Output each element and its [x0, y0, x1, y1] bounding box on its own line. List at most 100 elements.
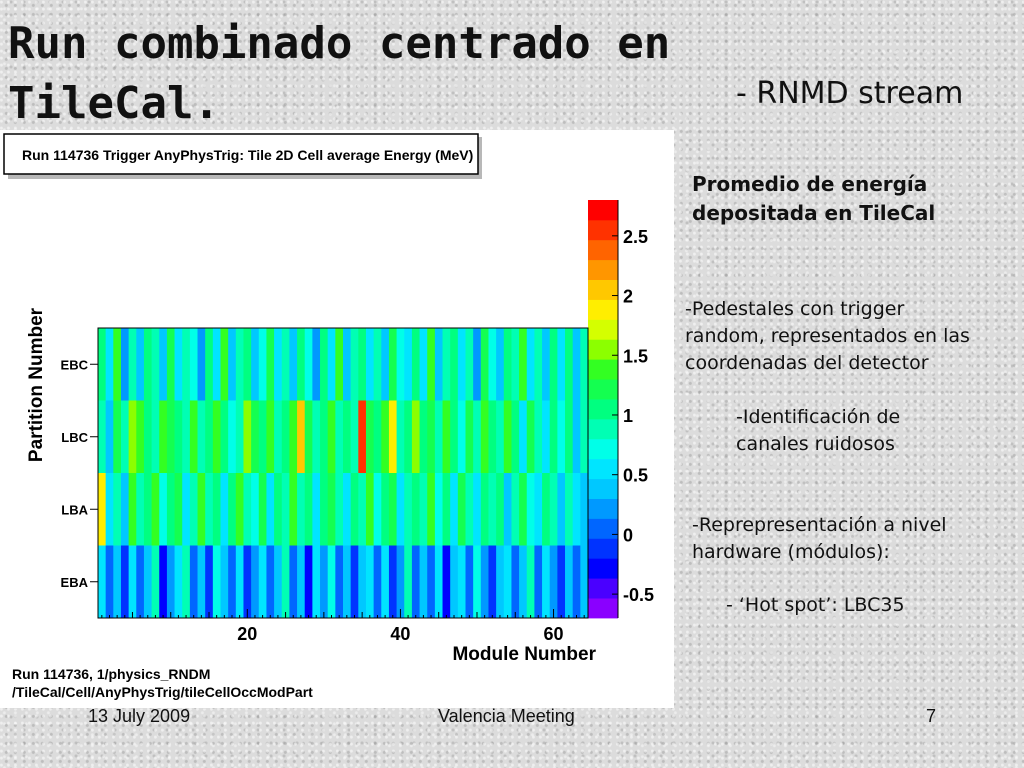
- heatmap-cell-lba-36: [365, 473, 375, 546]
- heatmap-cell-lbc-15: [205, 400, 214, 473]
- note-hardware: -Reprepresentación a nivel hardware (mód…: [692, 514, 947, 563]
- heatmap-cell-eba-14: [197, 545, 206, 618]
- heatmap-cell-lba-2: [105, 473, 114, 546]
- heatmap-cell-lba-12: [182, 473, 191, 546]
- heatmap-cell-lba-17: [220, 473, 229, 546]
- heatmap-cell-ebc-41: [404, 328, 413, 401]
- heatmap-cell-ebc-31: [327, 328, 336, 401]
- slide-subtitle: - RNMD stream: [736, 76, 964, 111]
- heatmap-cell-lba-22: [258, 473, 267, 546]
- heatmap-cell-lbc-5: [128, 400, 137, 473]
- color-scale-segment: [588, 399, 618, 420]
- heatmap-cell-lba-25: [281, 473, 290, 546]
- heatmap-cell-lbc-44: [427, 400, 436, 473]
- heatmap-cell-lbc-55: [511, 400, 520, 473]
- heatmap-cell-lbc-28: [304, 400, 313, 473]
- y-tick-label-lba: LBA: [61, 502, 88, 517]
- note-noisy-channels: -Identificación de canales ruidosos: [736, 406, 901, 455]
- color-scale-segment: [588, 478, 618, 499]
- heatmap-cell-lba-10: [166, 473, 175, 546]
- x-tick-label-60: 60: [544, 624, 564, 644]
- note-pedestals: -Pedestales con trigger random, represen…: [685, 298, 970, 374]
- heatmap-cell-lba-55: [511, 473, 520, 546]
- heatmap-cell-ebc-11: [174, 328, 183, 401]
- heatmap-cell-eba-50: [473, 545, 482, 618]
- heatmap-cell-ebc-50: [473, 328, 482, 401]
- heatmap-cell-lba-53: [496, 473, 505, 546]
- heatmap-cell-ebc-32: [335, 328, 344, 401]
- heatmap-cell-lbc-42: [411, 400, 420, 473]
- plot-frame: [97, 327, 589, 619]
- heatmap-cell-eba-32: [335, 545, 344, 618]
- heatmap-cell-ebc-9: [159, 328, 168, 401]
- heatmap-cell-ebc-63: [572, 328, 581, 401]
- heatmap-cell-lba-3: [113, 473, 122, 546]
- heatmap-cell-lba-39: [388, 473, 397, 546]
- heatmap-cell-eba-61: [557, 545, 566, 618]
- heatmap-cell-lba-52: [488, 473, 497, 546]
- color-scale-segment: [588, 418, 618, 440]
- footer-meeting: Valencia Meeting: [438, 706, 575, 726]
- heatmap-cell-lba-61: [557, 473, 566, 546]
- heatmap-cell-lba-40: [396, 473, 405, 546]
- heatmap-cell-lba-33: [343, 473, 352, 546]
- heatmap-cell-lba-59: [542, 473, 551, 546]
- heatmap-cell-eba-27: [297, 545, 306, 618]
- color-scale-segment: [588, 598, 618, 619]
- heatmap-cell-eba-36: [365, 545, 375, 618]
- heatmap-cell-lba-4: [120, 473, 130, 546]
- heatmap-cell-ebc-22: [258, 328, 267, 401]
- heatmap-cell-eba-35: [358, 545, 367, 618]
- x-tick-label-40: 40: [390, 624, 410, 644]
- heatmap-cell-lba-30: [320, 473, 329, 546]
- heatmap-cell-eba-24: [274, 545, 283, 618]
- heatmap-cell-eba-21: [251, 545, 260, 618]
- heatmap-cell-lbc-34: [350, 400, 359, 473]
- color-scale-segment: [588, 498, 618, 519]
- heatmap-cell-eba-15: [205, 545, 214, 618]
- color-scale-segment: [588, 339, 618, 360]
- heatmap-cell-lbc-48: [457, 400, 466, 473]
- heatmap-cell-ebc-6: [136, 328, 145, 401]
- heatmap-cell-lbc-1: [98, 400, 107, 473]
- heatmap-cell-lbc-54: [503, 400, 512, 473]
- heatmap-cell-lbc-35: [358, 400, 367, 473]
- heatmap-cell-eba-45: [434, 545, 443, 618]
- color-scale-segment: [588, 219, 618, 241]
- heatmap-cell-eba-43: [419, 545, 428, 618]
- heatmap-cell-ebc-57: [526, 328, 535, 401]
- heatmap-cell-lba-27: [297, 473, 306, 546]
- heatmap-cell-ebc-3: [113, 328, 122, 401]
- heatmap-cell-eba-12: [182, 545, 191, 618]
- heatmap-cell-eba-44: [427, 545, 436, 618]
- title-box: Run 114736 Trigger AnyPhysTrig: Tile 2D …: [3, 133, 482, 179]
- heatmap-cell-eba-13: [189, 545, 198, 618]
- heatmap-cell-eba-64: [580, 545, 589, 618]
- heatmap-cell-lbc-10: [166, 400, 175, 473]
- heatmap-cell-eba-53: [496, 545, 505, 618]
- heatmap-cell-lbc-43: [419, 400, 428, 473]
- heatmap-cell-ebc-48: [457, 328, 466, 401]
- heatmap-cell-lbc-39: [388, 400, 397, 473]
- heatmap-cell-ebc-54: [503, 328, 512, 401]
- color-scale-tick-label: 0: [623, 525, 633, 545]
- heatmap-cell-ebc-37: [373, 328, 382, 401]
- heatmap-axes: EBC LBC LBA EBA 20 40 60: [61, 327, 589, 644]
- heatmap-cell-ebc-1: [98, 328, 107, 401]
- heatmap-cell-lbc-11: [174, 400, 183, 473]
- color-scale-segment: [588, 379, 618, 400]
- heatmap-cell-lba-56: [519, 473, 528, 546]
- color-scale-segment: [588, 558, 618, 579]
- heatmap-cell-ebc-61: [557, 328, 566, 401]
- heatmap-cell-ebc-53: [496, 328, 505, 401]
- footnote-run: Run 114736, 1/physics_RNDM: [12, 666, 210, 682]
- heatmap-cell-lbc-20: [243, 400, 252, 473]
- color-scale-bar: -0.5 0 0.5 1 1.5 2 2.5: [588, 200, 654, 619]
- heatmap-cell-eba-37: [373, 545, 382, 618]
- heatmap-cell-lbc-52: [488, 400, 497, 473]
- heatmap-cell-lbc-19: [235, 400, 244, 473]
- heatmap-cell-eba-58: [534, 545, 543, 618]
- heatmap-cell-eba-49: [465, 545, 474, 618]
- heatmap-cell-lbc-18: [228, 400, 237, 473]
- heatmap-cell-lba-62: [565, 473, 574, 546]
